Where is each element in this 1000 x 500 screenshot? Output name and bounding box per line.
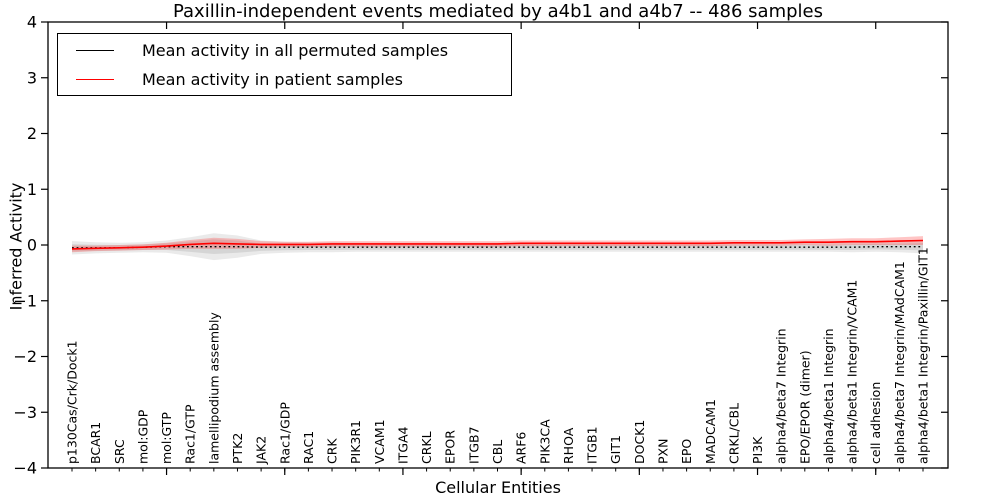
- legend-line-sample: [76, 49, 114, 51]
- x-category-label: cell adhesion: [868, 382, 883, 464]
- x-axis-label: Cellular Entities: [435, 478, 561, 497]
- y-tick-label: −2: [13, 347, 37, 366]
- legend-box: Mean activity in all permuted samples Mea…: [57, 33, 512, 96]
- y-tick-label: −1: [13, 291, 37, 310]
- patient-mean-line: [71, 239, 924, 250]
- x-category-label: VCAM1: [372, 419, 387, 464]
- x-category-label: DOCK1: [632, 420, 647, 464]
- permuted-band-inner: [72, 239, 923, 254]
- x-category-label: EPO: [679, 439, 694, 464]
- x-category-label: PI3K: [750, 436, 765, 464]
- y-tick-label: 4: [27, 13, 37, 32]
- x-category-label: ARF6: [514, 432, 529, 464]
- x-category-label: PTK2: [230, 433, 245, 464]
- x-category-label: BCAR1: [88, 422, 103, 464]
- x-category-label: RAC1: [301, 431, 316, 464]
- x-category-label: SRC: [112, 439, 127, 464]
- x-category-label: EPO/EPOR (dimer): [797, 350, 812, 464]
- legend-entry-0: Mean activity in all permuted samples: [58, 37, 511, 63]
- legend-entry-1: Mean activity in patient samples: [58, 66, 511, 92]
- x-category-label: p130Cas/Crk/Dock1: [65, 340, 80, 464]
- x-category-label: RHOA: [561, 427, 576, 464]
- x-category-label: alpha4/beta7 Integrin/MAdCAM1: [892, 261, 907, 464]
- x-category-label: lamellipodium assembly: [206, 312, 221, 464]
- y-axis-label: Inferred Activity: [6, 182, 26, 311]
- x-category-label: CRK: [325, 438, 340, 464]
- y-tick-label: 3: [27, 68, 37, 87]
- x-category-label: Rac1/GTP: [183, 404, 198, 464]
- x-category-label: alpha4/beta1 Integrin/VCAM1: [845, 280, 860, 464]
- x-category-label: ITGA4: [395, 426, 410, 464]
- x-category-label: JAK2: [254, 436, 269, 465]
- x-category-label: ITGB1: [585, 426, 600, 464]
- x-category-label: mol:GTP: [159, 412, 174, 464]
- x-category-label: CRKL: [419, 431, 434, 464]
- permuted-mean-line: [72, 246, 923, 249]
- x-category-label: ITGB7: [466, 426, 481, 464]
- x-category-label: PIK3CA: [537, 419, 552, 464]
- y-tick-label: −3: [13, 403, 37, 422]
- chart-title: Paxillin-independent events mediated by …: [172, 1, 823, 22]
- legend-label: Mean activity in all permuted samples: [142, 40, 449, 60]
- legend-line-sample: [76, 78, 114, 80]
- legend-label: Mean activity in patient samples: [142, 69, 403, 89]
- permuted-band-outer: [72, 233, 923, 261]
- y-tick-label: 0: [27, 236, 37, 255]
- y-tick-label: −4: [13, 459, 37, 478]
- x-category-label: alpha4/beta1 Integrin: [821, 328, 836, 464]
- y-tick-label: 1: [27, 180, 37, 199]
- x-category-label: CRKL/CBL: [726, 403, 741, 464]
- x-category-label: PXN: [655, 439, 670, 464]
- x-category-label: PIK3R1: [348, 420, 363, 464]
- x-category-label: CBL: [490, 440, 505, 464]
- y-tick-label: 2: [27, 124, 37, 143]
- x-category-label: GIT1: [608, 435, 623, 464]
- x-category-label: MADCAM1: [703, 399, 718, 464]
- x-category-label: alpha4/beta1 Integrin/Paxillin/GIT1: [916, 247, 931, 464]
- x-category-label: Rac1/GDP: [277, 402, 292, 464]
- x-category-label: EPOR: [443, 430, 458, 464]
- x-category-label: mol:GDP: [135, 409, 150, 464]
- x-category-label: alpha4/beta7 Integrin: [774, 328, 789, 464]
